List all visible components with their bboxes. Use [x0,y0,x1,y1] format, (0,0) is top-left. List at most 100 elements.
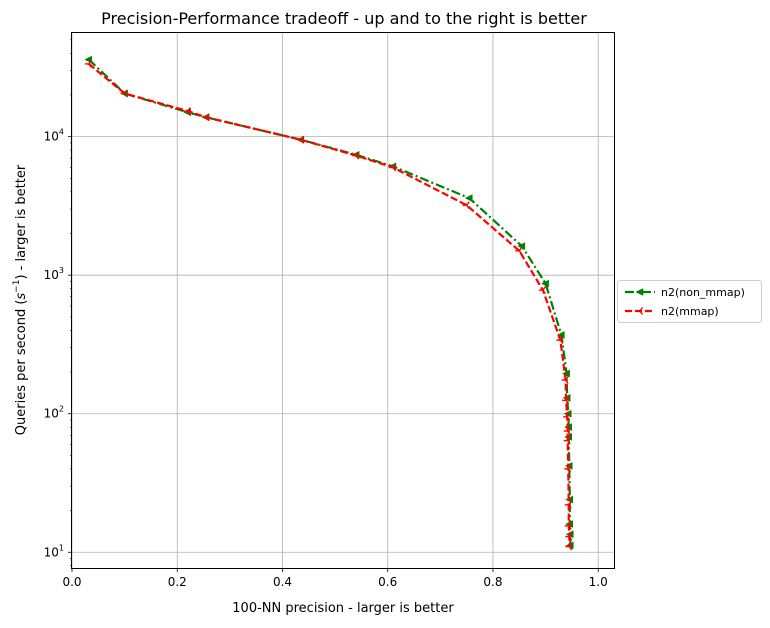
grid-lines [71,33,614,568]
marker-arm [568,525,572,530]
series-marker [120,89,128,98]
marker-arm [639,310,644,315]
series-marker [563,427,571,435]
y-tick-label: 101 [44,543,64,559]
marker-arm [187,110,191,115]
marker-arm [392,166,397,172]
marker-arm [567,427,571,432]
legend-box [617,280,762,323]
series-marker [464,194,473,203]
y-tick-label-exponent: 2 [59,405,64,414]
legend: n2(non_mmap) n2(mmap) [617,280,762,323]
marker-arm [88,60,92,65]
y-axis-label-end: ) - larger is better [14,164,29,279]
series-n2(non_mmap) [84,55,574,550]
series-marker [565,542,573,551]
series-marker [541,279,549,288]
x-axis-label: 100-NN precision - larger is better [232,601,454,616]
marker-arm [566,416,571,421]
x-tick-label: 0.0 [62,575,81,589]
marker-arm [568,532,573,537]
series-marker [565,532,573,541]
marker-arm [205,116,210,122]
marker-arm [565,379,569,384]
marker-arm [568,542,573,547]
marker-arm [355,151,360,156]
marker-arm [568,536,573,541]
marker-arm [355,155,360,160]
series-marker [561,376,569,384]
series-marker [556,336,564,345]
marker-arm [568,504,572,509]
y-tick-label-base: 10 [44,268,59,282]
marker-arm [542,286,547,291]
y-tick-label-exponent: 1 [59,543,64,552]
y-tick-label-base: 10 [44,545,59,559]
marker-arm [568,546,573,551]
y-tick-label: 103 [44,266,64,282]
marker-arm [568,500,572,506]
marker-arm [567,436,571,441]
x-tick-label: 0.2 [168,575,187,589]
marker-arm [392,163,397,168]
marker-arm [518,250,523,255]
series-marker [564,521,572,530]
series-marker [183,107,191,115]
marker-arm [559,339,564,345]
series-marker [388,163,397,172]
series-marker [515,246,523,255]
y-axis-label-unit-exponent: −1 [12,280,22,293]
marker-arm [542,289,547,295]
legend-label: n2(non_mmap) [661,286,745,299]
marker-arm [565,376,569,381]
y-axis-label-unit: s [14,293,29,300]
series-marker [636,307,644,315]
marker-arm [567,430,571,435]
series-marker [562,396,570,405]
x-tick-label: 1.0 [589,575,608,589]
marker-arm [466,201,470,206]
series-layer [84,55,574,551]
x-tick-label: 0.4 [273,575,292,589]
marker-arm [565,399,570,405]
marker-arm [518,246,523,252]
series-marker [562,369,570,378]
series-marker [296,135,304,144]
chart-title: Precision-Performance tradeoff - up and … [101,9,587,28]
y-axis-label: Queries per second (s−1) - larger is bet… [12,164,29,435]
legend-label: n2(mmap) [661,305,719,318]
series-marker [84,60,92,68]
series-marker [538,286,547,295]
y-tick-label-base: 10 [44,407,59,421]
marker-arm [466,204,470,210]
series-marker [462,201,470,210]
x-tick-label: 0.6 [378,575,397,589]
marker-arm [124,93,128,98]
legend-item: n2(mmap) [625,305,719,318]
marker-arm [300,139,304,144]
series-marker [564,500,572,509]
series-n2(mmap) [84,60,573,551]
series-line [88,58,572,546]
marker-arm [639,307,644,312]
x-axis: 0.0 0.2 0.4 0.6 0.8 1.0 [62,568,608,589]
marker-arm [567,468,572,473]
marker-arm [88,63,92,68]
series-marker [564,464,572,473]
series-marker [352,151,360,160]
y-tick-label: 104 [44,128,64,144]
marker-arm [565,396,570,401]
marker-arm [559,336,564,341]
marker-arm [568,521,572,527]
y-tick-label: 102 [44,405,64,421]
x-tick-label: 0.8 [483,575,502,589]
series-marker [563,436,571,445]
y-tick-label-exponent: 3 [59,266,64,275]
marker-arm [205,113,210,118]
series-marker [202,113,210,122]
y-tick-label-exponent: 4 [59,128,64,137]
series-marker [563,412,571,421]
